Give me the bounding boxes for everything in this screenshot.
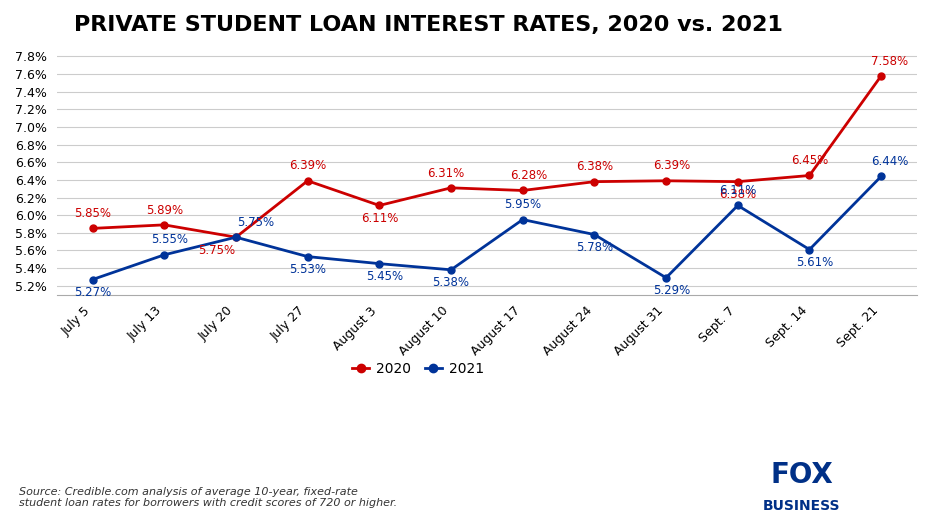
Text: 7.58%: 7.58% [870, 54, 908, 68]
Text: 6.39%: 6.39% [289, 159, 326, 172]
Text: 5.29%: 5.29% [653, 284, 691, 297]
Text: Source: Credible.com analysis of average 10-year, fixed-rate
student loan rates : Source: Credible.com analysis of average… [19, 487, 397, 508]
Text: 5.53%: 5.53% [289, 263, 326, 276]
Legend: 2020, 2021: 2020, 2021 [347, 356, 489, 381]
Text: PRIVATE STUDENT LOAN INTEREST RATES, 2020 vs. 2021: PRIVATE STUDENT LOAN INTEREST RATES, 202… [74, 15, 783, 35]
Text: 6.31%: 6.31% [427, 167, 464, 180]
Text: 6.38%: 6.38% [720, 188, 757, 201]
Text: 5.38%: 5.38% [432, 276, 470, 289]
Text: 6.39%: 6.39% [653, 159, 691, 172]
Text: 6.45%: 6.45% [791, 154, 829, 167]
Text: 5.78%: 5.78% [576, 241, 613, 254]
Text: 5.75%: 5.75% [237, 216, 274, 229]
Text: 6.38%: 6.38% [576, 160, 613, 173]
Text: 6.11%: 6.11% [361, 212, 398, 225]
Text: 6.44%: 6.44% [870, 155, 908, 168]
Text: 5.55%: 5.55% [151, 234, 188, 246]
Text: 5.27%: 5.27% [74, 286, 111, 299]
Text: 5.61%: 5.61% [797, 256, 833, 269]
Text: 5.75%: 5.75% [198, 244, 235, 257]
Text: 6.11%: 6.11% [720, 184, 757, 197]
Text: BUSINESS: BUSINESS [762, 499, 841, 513]
Text: 6.28%: 6.28% [510, 169, 547, 182]
Text: 5.89%: 5.89% [145, 203, 183, 216]
Text: 5.85%: 5.85% [74, 207, 111, 220]
Text: 5.95%: 5.95% [504, 198, 541, 211]
Text: FOX: FOX [770, 461, 833, 489]
Text: 5.45%: 5.45% [366, 270, 404, 283]
